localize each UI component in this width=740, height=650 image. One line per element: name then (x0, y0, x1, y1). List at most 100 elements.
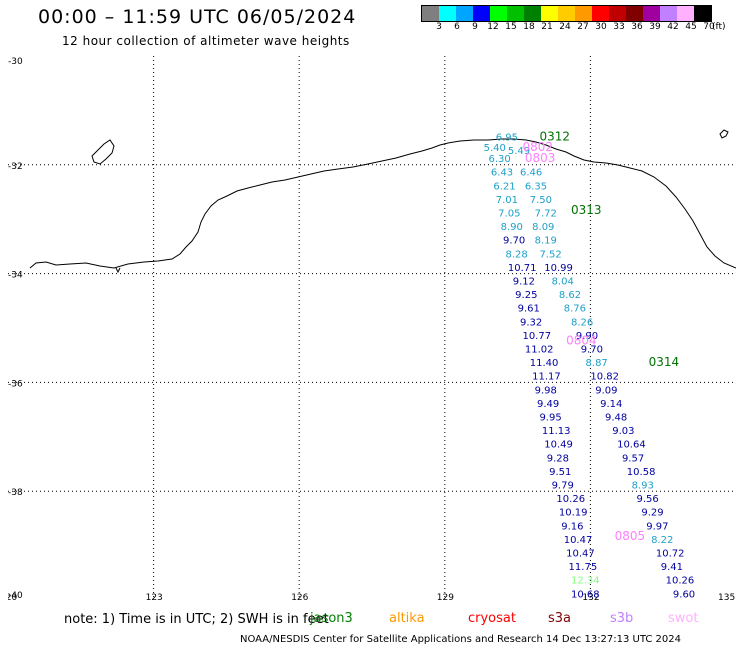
color-swatch-12 (626, 6, 643, 21)
wave-height-label: 8.90 (501, 222, 523, 233)
wave-height-label: 9.25 (515, 290, 537, 301)
wave-height-label: 11.02 (525, 344, 554, 355)
map-subtitle: 12 hour collection of altimeter wave hei… (62, 34, 350, 48)
longitude-label: 129 (437, 593, 454, 600)
longitude-label: 120 (8, 593, 17, 600)
color-swatch-4 (490, 6, 507, 21)
track-labels: 6.955.406.30 6.43 6.21 7.01 7.05 8.90 9.70 8.28… (484, 129, 696, 600)
wave-height-label: 7.01 (496, 195, 518, 206)
wave-height-label: 9.95 (539, 412, 561, 423)
wave-height-label: 5.40 (484, 143, 506, 154)
wave-height-label: 11.75 (569, 562, 598, 573)
latitude-label: -38 (8, 488, 23, 498)
wave-height-label: 9.29 (641, 508, 663, 519)
color-swatch-7 (541, 6, 558, 21)
wave-height-label: 11.40 (530, 358, 559, 369)
wave-height-label: 8.19 (535, 236, 557, 247)
wave-height-label: 6.35 (525, 181, 547, 192)
pass-id-label: 0802 (522, 140, 553, 154)
wave-height-label: 8.93 (632, 480, 654, 491)
wave-height-label: 8.04 (552, 276, 574, 287)
color-scale-label: 6 (454, 22, 460, 32)
wave-height-label: 10.47 (564, 535, 593, 546)
pass-id-label: 0314 (649, 355, 680, 369)
wave-height-label: 7.05 (498, 208, 520, 219)
wave-height-label: 6.46 (520, 168, 542, 179)
wave-height-label: 10.64 (617, 440, 646, 451)
footer-credit: NOAA/NESDIS Center for Satellite Applica… (240, 634, 682, 645)
note-text: note: 1) Time is in UTC; 2) SWH is in fe… (64, 612, 329, 627)
pass-id-label: 0804 (566, 333, 597, 347)
wave-height-label: 5.49 (508, 146, 530, 157)
wave-height-label: 10.47 (566, 548, 595, 559)
wave-height-label: 10.49 (544, 440, 573, 451)
color-swatch-11 (609, 6, 626, 21)
pass-id-label: 0803 (525, 151, 556, 165)
color-scale-labels: 3 6 9 12 15 18 21 24 27 30 33 36 39 42 45 70 (421, 22, 718, 34)
longitude-labels: 120 123 126 129 132 135 (8, 593, 735, 600)
wave-height-label: 7.50 (530, 195, 552, 206)
wave-height-label: 6.30 (488, 154, 510, 165)
color-scale-label: 18 (523, 22, 535, 32)
wave-height-label: 11.17 (532, 372, 561, 383)
wave-height-label: 8.76 (564, 304, 586, 315)
wave-height-label: 10.99 (544, 263, 573, 274)
satellite-legend-jason3: jason3 (310, 611, 353, 626)
color-scale-units: (ft) (712, 22, 726, 32)
pass-id-label: 0805 (615, 529, 646, 543)
latitude-label: -32 (8, 162, 23, 172)
color-swatch-14 (660, 6, 677, 21)
color-scale-label: 12 (487, 22, 499, 32)
wave-height-label: 10.68 (571, 589, 600, 600)
wave-height-label: 8.26 (571, 317, 593, 328)
wave-height-label: 9.12 (513, 276, 535, 287)
satellite-legend-cryosat: cryosat (468, 611, 516, 626)
color-scale-label: 45 (685, 22, 697, 32)
wave-height-label: 9.16 (561, 521, 583, 532)
color-scale-label: 39 (649, 22, 661, 32)
wave-height-label: 9.03 (612, 426, 634, 437)
wave-height-label: 9.41 (661, 562, 683, 573)
wave-height-label: 10.72 (656, 548, 685, 559)
color-swatch-2 (456, 6, 473, 21)
wave-height-label: 9.90 (576, 331, 598, 342)
satellite-legend-swot: swot (668, 611, 699, 626)
color-swatch-6 (524, 6, 541, 21)
longitude-label: 132 (582, 593, 599, 600)
wave-height-label: 9.32 (520, 317, 542, 328)
wave-height-label: 8.87 (586, 358, 608, 369)
wave-height-label: 9.70 (503, 236, 525, 247)
wave-height-label: 8.09 (532, 222, 554, 233)
longitude-label: 126 (291, 593, 308, 600)
map-title: 00:00 – 11:59 UTC 06/05/2024 (38, 6, 357, 28)
wave-height-label: 10.26 (666, 576, 695, 587)
wave-height-label: 7.72 (535, 208, 557, 219)
color-scale-label: 21 (541, 22, 553, 32)
color-scale-label: 24 (559, 22, 571, 32)
wave-height-map: -30 -32 -34 -36 -38 -40 120 123 126 129 132 135 6.… (8, 56, 736, 600)
wave-height-label: 10.19 (559, 508, 588, 519)
coastline (29, 129, 736, 274)
color-swatch-1 (439, 6, 456, 21)
wave-height-label: 9.56 (637, 494, 659, 505)
latitude-label: -34 (8, 271, 23, 281)
latitude-labels: -30 -32 -34 -36 -38 -40 (8, 57, 23, 600)
wave-height-label: 9.09 (595, 385, 617, 396)
color-scale-label: 42 (667, 22, 679, 32)
color-swatch-10 (592, 6, 609, 21)
color-swatch-16 (694, 6, 711, 21)
wave-height-label: 9.79 (552, 480, 574, 491)
wave-height-label: 9.57 (622, 453, 644, 464)
wave-height-label: 6.21 (493, 181, 515, 192)
wave-height-label: 10.26 (556, 494, 585, 505)
wave-height-label: 9.97 (646, 521, 668, 532)
wave-height-label: 10.58 (627, 467, 656, 478)
wave-height-label: 9.61 (518, 304, 540, 315)
longitude-label: 123 (146, 593, 163, 600)
wave-height-label: 9.48 (605, 412, 627, 423)
wave-height-label: 9.60 (673, 589, 695, 600)
wave-height-label: 12.34 (571, 576, 600, 587)
color-swatch-8 (558, 6, 575, 21)
pass-id-label: 0312 (539, 129, 570, 143)
color-scale-label: 9 (472, 22, 478, 32)
